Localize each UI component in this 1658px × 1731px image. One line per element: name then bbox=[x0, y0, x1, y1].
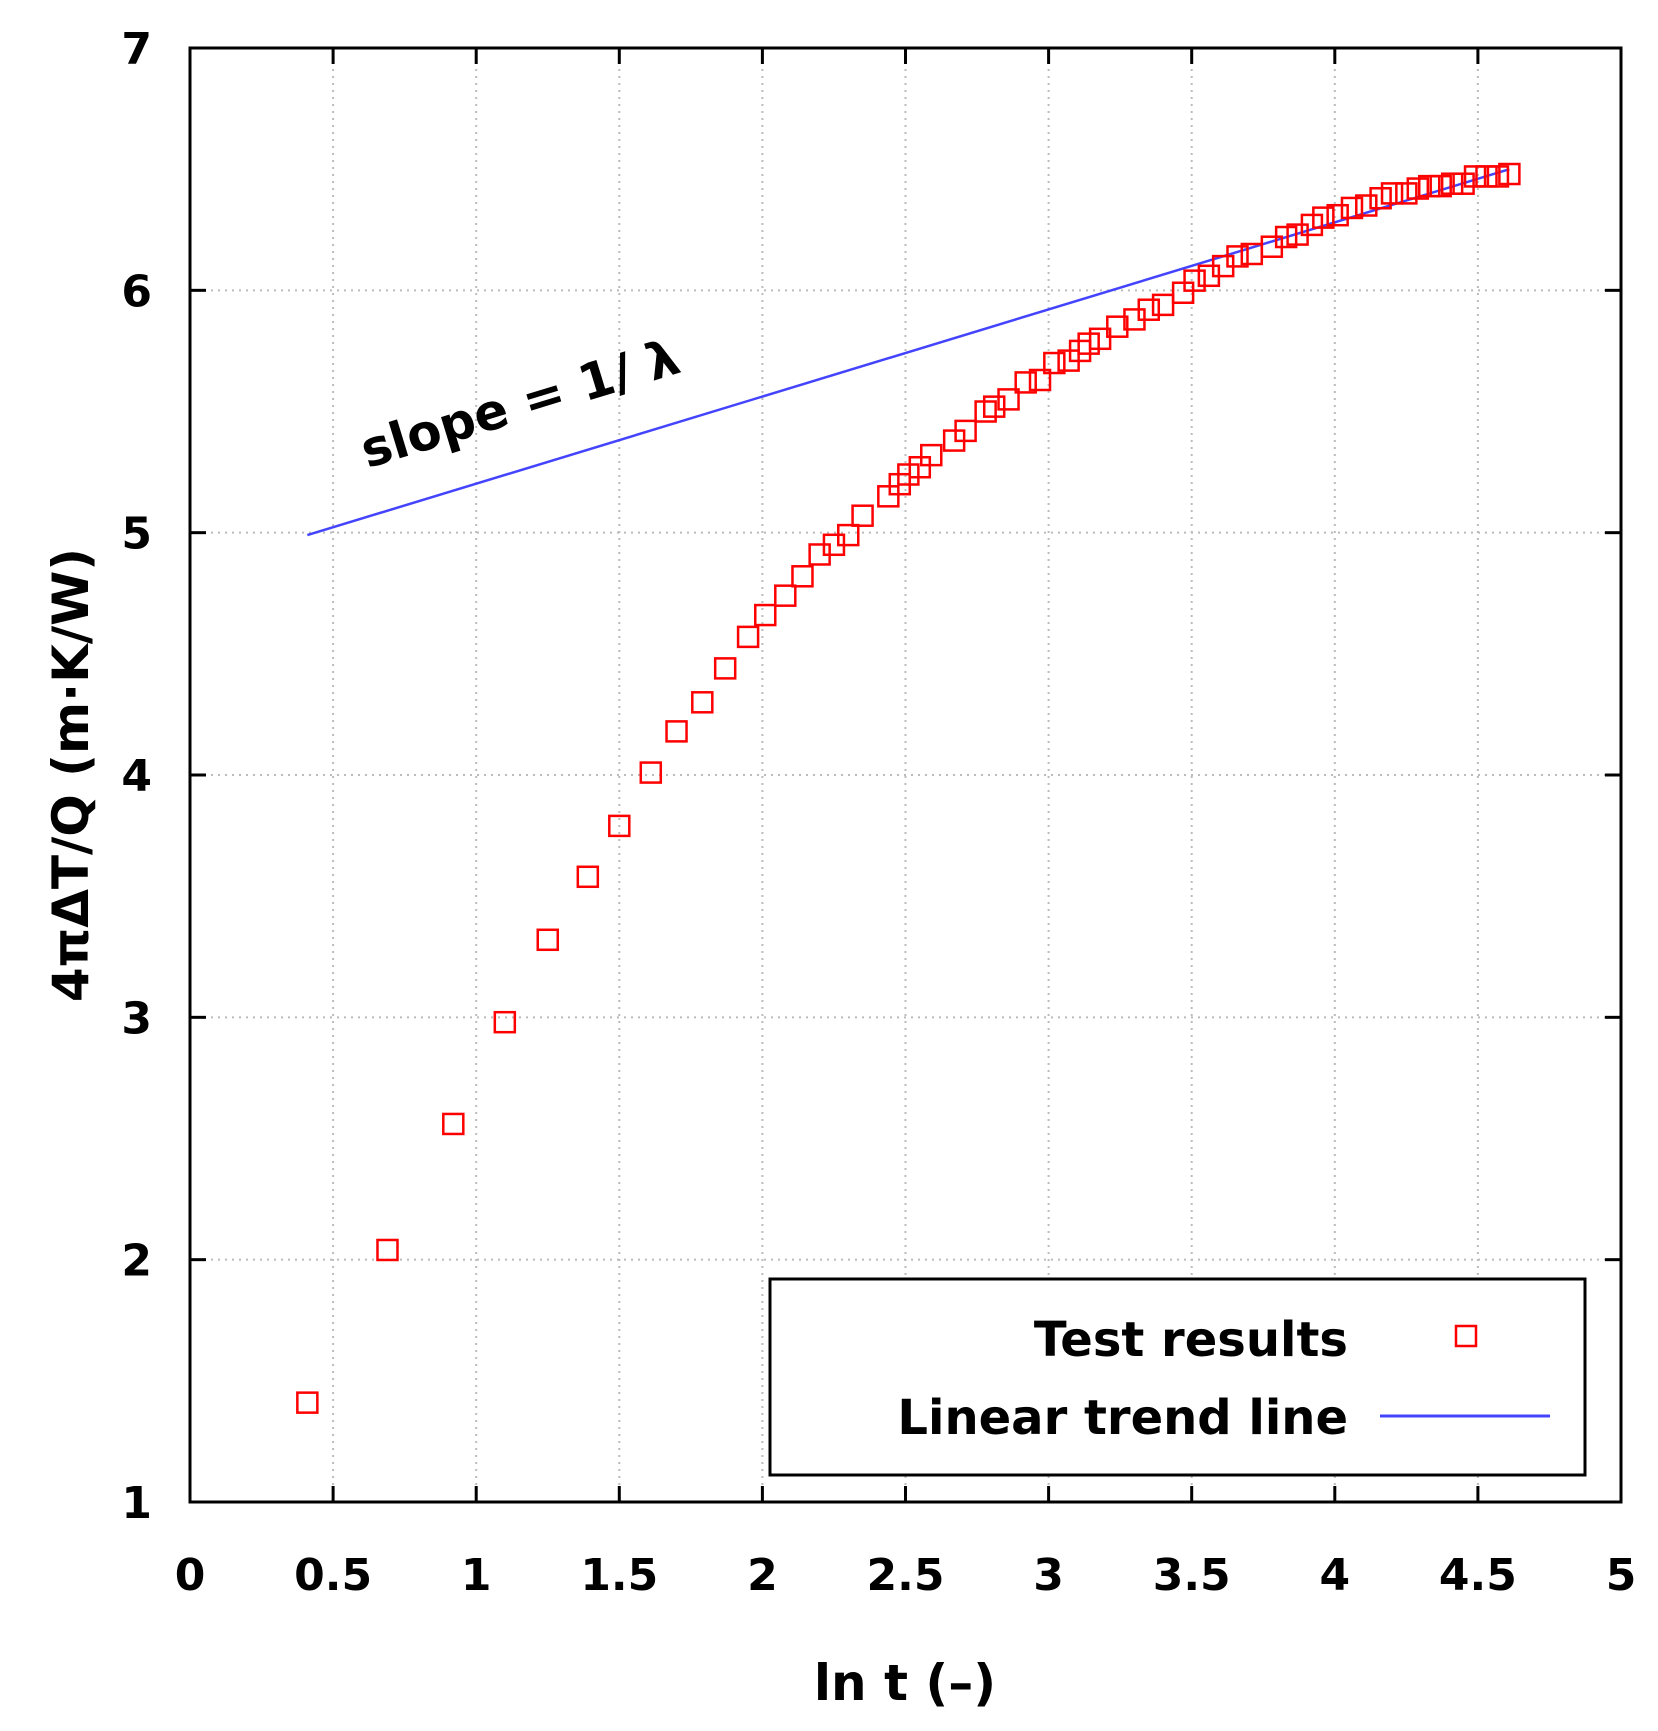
data-point bbox=[691, 691, 714, 714]
data-point bbox=[1274, 225, 1298, 249]
data-point bbox=[1440, 172, 1464, 195]
legend-box bbox=[768, 1277, 1587, 1477]
data-point bbox=[908, 455, 932, 479]
data-point bbox=[713, 657, 737, 680]
data-point bbox=[639, 761, 663, 784]
data-point bbox=[1088, 327, 1112, 351]
data-point bbox=[1406, 177, 1430, 200]
data-point bbox=[1028, 368, 1052, 392]
data-point bbox=[1475, 165, 1498, 188]
data-point bbox=[665, 720, 688, 743]
x-tick-label: 0.5 bbox=[294, 1550, 372, 1601]
data-point bbox=[608, 814, 631, 838]
data-point bbox=[1300, 213, 1324, 237]
y-tick-label: 2 bbox=[121, 1236, 152, 1287]
x-tick-labels: 0 0.5 1 1.5 2 2.5 3 3.5 4 4.5 5 bbox=[175, 1550, 1637, 1601]
legend: Test results Linear trend line bbox=[768, 1277, 1587, 1477]
x-tick-label: 2.5 bbox=[867, 1550, 945, 1601]
legend-label-test-results: Test results bbox=[1034, 1312, 1348, 1368]
data-point bbox=[1043, 351, 1066, 375]
y-tick-label: 1 bbox=[121, 1478, 152, 1529]
plot-frame bbox=[188, 46, 1623, 1504]
data-point bbox=[997, 388, 1020, 411]
x-tick-label: 3.5 bbox=[1153, 1550, 1231, 1601]
data-point bbox=[1151, 293, 1175, 317]
data-point bbox=[1498, 162, 1521, 186]
scatter-points bbox=[296, 162, 1521, 1414]
legend-marker-test-results bbox=[1454, 1324, 1478, 1348]
data-point bbox=[954, 419, 977, 443]
data-point bbox=[536, 928, 559, 952]
data-point bbox=[1355, 194, 1378, 217]
data-point bbox=[877, 485, 900, 508]
data-point bbox=[1171, 281, 1195, 305]
x-tick-label: 2 bbox=[747, 1550, 778, 1601]
x-tick-label: 3 bbox=[1033, 1550, 1064, 1601]
data-point bbox=[1077, 332, 1100, 355]
legend-label-linear-trend-line: Linear trend line bbox=[897, 1390, 1348, 1446]
y-tick-labels: 1 2 3 4 5 6 7 bbox=[121, 24, 152, 1529]
data-point bbox=[851, 504, 874, 527]
x-tick-label: 4.5 bbox=[1439, 1550, 1517, 1601]
data-point bbox=[920, 443, 943, 467]
data-point bbox=[754, 603, 777, 627]
data-point bbox=[1417, 174, 1441, 198]
data-point bbox=[897, 463, 920, 486]
y-tick-label: 6 bbox=[121, 266, 152, 317]
data-point bbox=[493, 1010, 517, 1034]
data-point bbox=[1137, 298, 1161, 321]
data-point bbox=[774, 584, 797, 607]
data-point bbox=[1380, 182, 1404, 205]
data-point bbox=[576, 865, 600, 889]
data-point bbox=[736, 625, 760, 649]
data-point bbox=[1183, 269, 1206, 292]
y-axis-title: 4πΔT/Q (m·K/W) bbox=[42, 548, 100, 1002]
x-tick-label: 1.5 bbox=[580, 1550, 658, 1601]
x-tick-label: 4 bbox=[1319, 1550, 1350, 1601]
trend-line-group bbox=[306, 167, 1510, 537]
data-point bbox=[1326, 203, 1349, 227]
data-point bbox=[296, 1391, 319, 1414]
data-point bbox=[442, 1112, 465, 1136]
data-point bbox=[1429, 174, 1452, 198]
trend-line bbox=[306, 167, 1510, 537]
data-point bbox=[1340, 196, 1364, 220]
y-tick-label: 7 bbox=[121, 24, 152, 75]
y-tick-label: 4 bbox=[121, 751, 152, 802]
data-point bbox=[1106, 315, 1129, 338]
data-point bbox=[376, 1238, 399, 1262]
x-axis-title: ln t (–) bbox=[814, 1654, 996, 1712]
data-point bbox=[1452, 172, 1475, 195]
data-point bbox=[1068, 339, 1092, 363]
x-tick-label: 5 bbox=[1606, 1550, 1637, 1601]
data-point bbox=[974, 400, 997, 423]
x-tick-label: 0 bbox=[175, 1550, 206, 1601]
y-tick-label: 3 bbox=[121, 993, 152, 1044]
data-point bbox=[1463, 165, 1487, 188]
data-point bbox=[982, 395, 1006, 418]
data-point bbox=[791, 565, 814, 588]
data-point bbox=[1312, 206, 1335, 229]
data-point bbox=[1486, 165, 1510, 188]
data-point bbox=[1369, 186, 1392, 210]
y-tick-label: 5 bbox=[121, 509, 152, 560]
data-point bbox=[1014, 371, 1037, 394]
data-point bbox=[837, 523, 860, 547]
x-tick-label: 1 bbox=[461, 1550, 492, 1601]
data-point bbox=[1395, 182, 1418, 205]
grid-lines bbox=[190, 48, 1621, 1502]
data-point bbox=[1226, 245, 1249, 268]
